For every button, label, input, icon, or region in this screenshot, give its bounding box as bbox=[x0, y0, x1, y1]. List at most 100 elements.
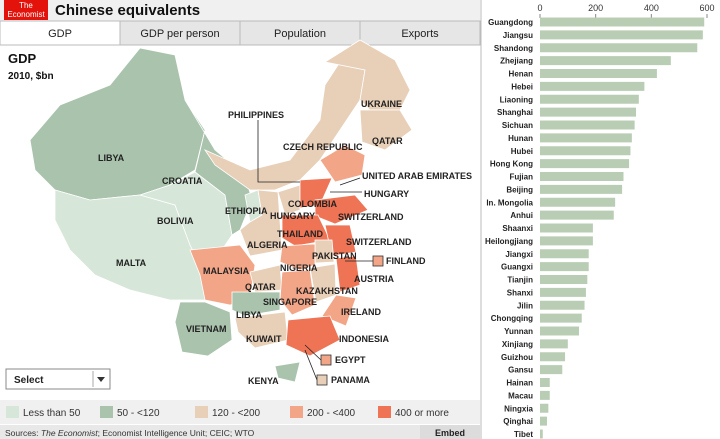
bar[interactable] bbox=[540, 197, 616, 207]
region[interactable] bbox=[314, 194, 369, 225]
legend-label[interactable]: 200 - <400 bbox=[307, 408, 356, 419]
region[interactable] bbox=[319, 144, 366, 183]
select-text: Select bbox=[14, 375, 44, 386]
bar[interactable] bbox=[540, 17, 705, 27]
bar[interactable] bbox=[540, 107, 637, 117]
bar[interactable] bbox=[540, 326, 579, 336]
bar[interactable] bbox=[540, 300, 585, 310]
tab-label[interactable]: Exports bbox=[401, 28, 439, 40]
bar[interactable] bbox=[540, 262, 589, 272]
bar[interactable] bbox=[540, 249, 589, 259]
bar[interactable] bbox=[540, 133, 632, 143]
select-box[interactable] bbox=[5, 368, 111, 390]
bar[interactable] bbox=[540, 429, 543, 439]
legend-swatch[interactable] bbox=[100, 406, 113, 418]
map-label: SWITZERLAND bbox=[346, 237, 412, 247]
region[interactable] bbox=[359, 109, 413, 151]
map-subtitle: 2010, $bn bbox=[8, 71, 54, 82]
x-tick-label: 0 bbox=[537, 3, 542, 13]
bar[interactable] bbox=[540, 339, 568, 349]
bar[interactable] bbox=[540, 43, 698, 53]
map-label: ALGERIA bbox=[247, 240, 288, 250]
category-label: Tibet bbox=[514, 430, 533, 439]
legend: Less than 50 50 - <120 120 - <200 200 - <40… bbox=[6, 406, 449, 419]
map-label: MALAYSIA bbox=[203, 266, 250, 276]
category-label: Qinghai bbox=[503, 417, 533, 426]
category-label: Hebei bbox=[511, 82, 533, 91]
map-label: PANAMA bbox=[331, 375, 370, 385]
region[interactable] bbox=[234, 311, 289, 349]
region[interactable] bbox=[239, 189, 283, 257]
legend-swatch[interactable] bbox=[378, 406, 391, 418]
bar[interactable] bbox=[540, 390, 550, 400]
logo-text: Economist bbox=[7, 10, 45, 19]
bar[interactable] bbox=[540, 403, 549, 413]
embed-text[interactable]: Embed bbox=[435, 428, 465, 438]
region[interactable] bbox=[279, 243, 316, 271]
tab[interactable] bbox=[0, 20, 121, 46]
leader-lines bbox=[257, 120, 373, 381]
bar[interactable] bbox=[540, 223, 593, 233]
tab-label[interactable]: GDP bbox=[48, 28, 72, 40]
map-label: THAILAND bbox=[277, 229, 323, 239]
map-label: QATAR bbox=[245, 282, 276, 292]
legend-label[interactable]: Less than 50 bbox=[23, 408, 81, 419]
category-label: Beijing bbox=[506, 185, 533, 194]
sources-label: Sources: bbox=[5, 428, 39, 438]
sources: Sources: The Economist; Economist Intell… bbox=[5, 428, 255, 438]
leader-line bbox=[339, 177, 361, 186]
bar[interactable] bbox=[540, 365, 563, 375]
bar[interactable] bbox=[540, 94, 639, 104]
region[interactable] bbox=[281, 214, 331, 247]
bar[interactable] bbox=[540, 378, 550, 387]
sources-rest: ; Economist Intelligence Unit; CEIC; WTO bbox=[98, 428, 255, 438]
bar[interactable] bbox=[540, 146, 631, 156]
category-label: Hainan bbox=[506, 379, 533, 388]
category-label: Shaanxi bbox=[502, 224, 533, 233]
map-label: NIGERIA bbox=[280, 263, 318, 273]
tab-label[interactable]: Population bbox=[274, 28, 326, 40]
bar[interactable] bbox=[540, 287, 586, 297]
bar[interactable] bbox=[540, 159, 630, 169]
map-label: PHILIPPINES bbox=[228, 110, 284, 120]
bar[interactable] bbox=[540, 184, 623, 194]
legend-label[interactable]: 50 - <120 bbox=[117, 408, 160, 419]
legend-swatch[interactable] bbox=[195, 406, 208, 418]
legend-swatch[interactable] bbox=[6, 406, 19, 418]
bar[interactable] bbox=[540, 172, 624, 181]
category-label: In. Mongolia bbox=[486, 198, 533, 207]
legend-label[interactable]: 400 or more bbox=[395, 408, 449, 419]
bar[interactable] bbox=[540, 120, 635, 130]
region[interactable] bbox=[274, 361, 301, 383]
map-label: ETHIOPIA bbox=[225, 206, 268, 216]
bar[interactable] bbox=[540, 416, 547, 426]
bar[interactable] bbox=[540, 30, 703, 40]
embed-button[interactable] bbox=[420, 425, 480, 439]
map-label: QATAR bbox=[372, 136, 403, 146]
bar[interactable] bbox=[540, 81, 645, 91]
map-label: BOLIVIA bbox=[157, 216, 194, 226]
region[interactable] bbox=[231, 291, 281, 317]
bar[interactable] bbox=[540, 275, 588, 284]
legend-swatch[interactable] bbox=[290, 406, 303, 418]
logo-text: The bbox=[19, 1, 33, 10]
legend-label[interactable]: 120 - <200 bbox=[212, 408, 261, 419]
header-bar bbox=[0, 0, 480, 21]
map-label: SWITZERLAND bbox=[338, 212, 404, 222]
region[interactable] bbox=[174, 301, 233, 357]
region[interactable] bbox=[285, 315, 341, 357]
category-label: Shanghai bbox=[497, 108, 533, 117]
region[interactable] bbox=[335, 255, 361, 293]
bar[interactable] bbox=[540, 352, 566, 362]
bar[interactable] bbox=[540, 56, 671, 66]
region[interactable] bbox=[277, 184, 301, 216]
bar[interactable] bbox=[540, 313, 582, 323]
bar[interactable] bbox=[540, 69, 657, 78]
tab-label[interactable]: GDP per person bbox=[140, 28, 219, 40]
map-label: LIBYA bbox=[236, 310, 263, 320]
bar[interactable] bbox=[540, 210, 614, 220]
map-label: AUSTRIA bbox=[354, 274, 394, 284]
bar[interactable] bbox=[540, 236, 593, 246]
x-tick-label: 600 bbox=[699, 3, 714, 13]
